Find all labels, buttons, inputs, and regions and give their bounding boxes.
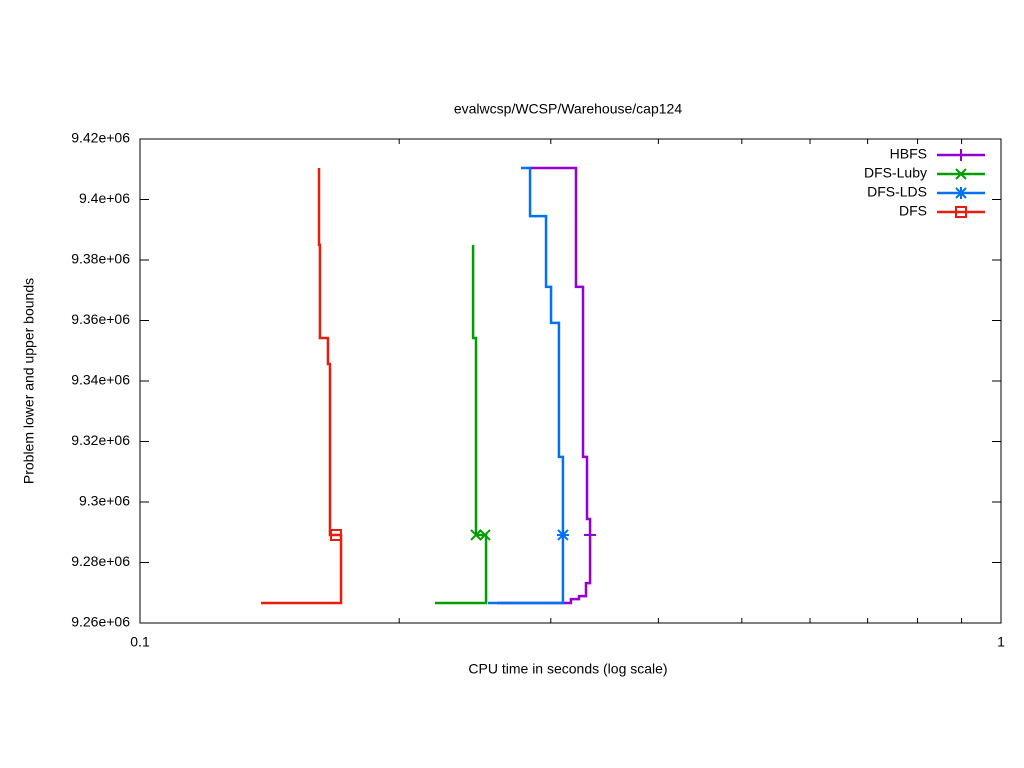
- y-tick-label: 9.26e+06: [71, 614, 130, 630]
- y-tick-label: 9.28e+06: [71, 553, 130, 569]
- y-axis-label: Problem lower and upper bounds: [21, 278, 37, 484]
- y-tick-label: 9.38e+06: [71, 251, 130, 267]
- marker: [470, 529, 482, 541]
- legend-marker: [955, 168, 967, 180]
- plot-border: [139, 138, 1002, 624]
- marker: [556, 528, 569, 541]
- series-line: [260, 168, 343, 605]
- marker: [584, 528, 597, 541]
- legend-marker: [955, 206, 967, 218]
- legend-label: DFS: [899, 203, 927, 219]
- legend-label: HBFS: [890, 146, 927, 162]
- y-tick-label: 9.42e+06: [71, 130, 130, 146]
- marker: [479, 529, 491, 541]
- y-tick-label: 9.3e+06: [79, 493, 130, 509]
- legend-marker: [955, 149, 967, 161]
- x-tick-label: 0.1: [130, 634, 150, 650]
- series-line: [487, 166, 565, 605]
- series-line: [434, 244, 488, 605]
- y-tick-label: 9.34e+06: [71, 372, 130, 388]
- series-line: [497, 166, 592, 605]
- y-tick-label: 9.36e+06: [71, 311, 130, 327]
- legend-marker: [955, 187, 967, 199]
- y-tick-label: 9.4e+06: [79, 190, 130, 206]
- chart-title: evalwcsp/WCSP/Warehouse/cap124: [454, 101, 682, 117]
- marker: [329, 528, 342, 541]
- x-tick-label: 1: [997, 634, 1005, 650]
- legend-label: DFS-Luby: [864, 165, 927, 181]
- x-axis-label: CPU time in seconds (log scale): [468, 661, 667, 677]
- legend-label: DFS-LDS: [867, 184, 927, 200]
- y-tick-label: 9.32e+06: [71, 432, 130, 448]
